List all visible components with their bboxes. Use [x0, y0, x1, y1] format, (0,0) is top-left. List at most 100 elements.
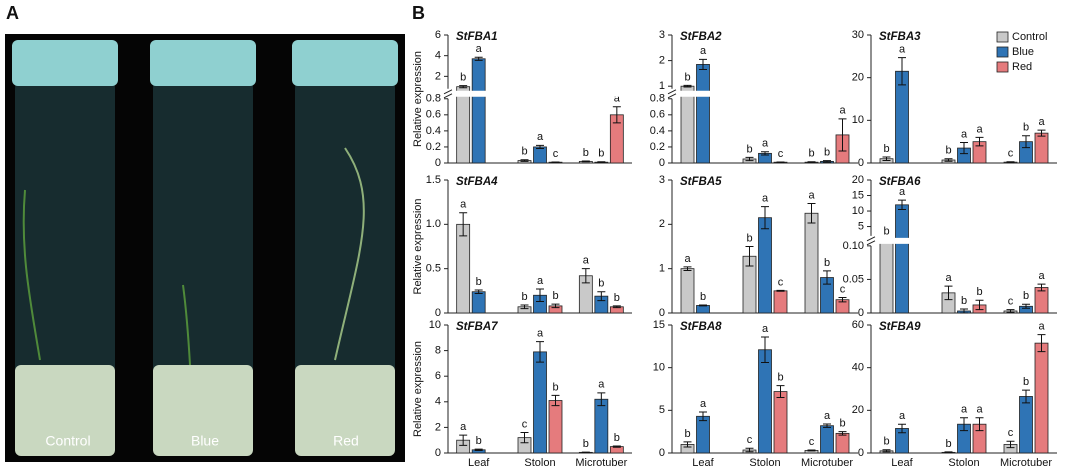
legend-label: Blue: [1012, 46, 1034, 58]
error-bar: [612, 106, 621, 124]
bar: [696, 64, 710, 164]
bar: [548, 400, 563, 454]
x-tick-label: Leaf: [468, 457, 490, 468]
legend-label: Control: [1012, 31, 1047, 43]
error-bar: [761, 206, 769, 230]
bar: [680, 268, 695, 314]
error-bar: [699, 411, 707, 422]
significance-letter: a: [945, 272, 952, 284]
y-tick-label: 0: [659, 447, 665, 459]
error-bar: [1006, 309, 1015, 313]
error-bar: [975, 417, 984, 432]
significance-letter: a: [460, 421, 467, 433]
bar: [758, 217, 772, 314]
bar: [1019, 396, 1033, 454]
error-bar: [1006, 440, 1015, 449]
error-bar: [581, 268, 590, 284]
error-bar: [776, 289, 785, 292]
y-tick-label: 20: [852, 72, 864, 84]
y-tick-label: 2: [435, 421, 441, 433]
bar: [773, 290, 788, 314]
y-axis-label: Relative expression: [412, 51, 424, 147]
error-bar: [960, 417, 968, 432]
y-tick-label: 0: [858, 447, 864, 459]
significance-letter: b: [976, 286, 982, 298]
significance-letter: b: [945, 438, 951, 450]
error-bar: [898, 199, 906, 210]
error-bar: [975, 299, 984, 311]
significance-letter: b: [883, 143, 889, 155]
significance-letter: b: [583, 438, 589, 450]
y-tick-label: 0: [858, 157, 864, 169]
y-tick-label: 5: [659, 404, 665, 416]
error-bar: [520, 159, 529, 162]
chart-title: StFBA6: [879, 176, 921, 188]
legend-label: Red: [1012, 61, 1032, 73]
y-tick-label: 0.6: [650, 109, 665, 121]
x-tick-label: Microtuber: [1000, 457, 1052, 468]
y-tick-label: 10: [429, 319, 441, 331]
axis-break-mark: [866, 236, 876, 246]
y-tick-label: 1.0: [426, 218, 441, 230]
error-bar: [581, 160, 590, 163]
y-tick-label: 30: [852, 29, 864, 41]
significance-letter: b: [1023, 122, 1029, 134]
error-bar: [597, 392, 606, 407]
chart-title: StFBA3: [879, 31, 921, 43]
y-tick-label: 3: [659, 174, 665, 186]
error-bar: [807, 202, 816, 224]
error-bar: [1022, 303, 1030, 309]
error-bar: [960, 142, 968, 155]
bar: [804, 212, 819, 314]
chart-title: StFBA5: [680, 176, 722, 188]
y-tick-label: 0: [858, 307, 864, 319]
significance-letter: b: [598, 148, 604, 160]
photo-label: Control: [45, 433, 90, 449]
significance-letter: c: [553, 148, 559, 160]
significance-letter: a: [476, 43, 483, 55]
bar: [820, 425, 834, 454]
y-tick-label: 0: [435, 157, 441, 169]
significance-letter: a: [537, 328, 544, 340]
error-bar: [745, 447, 754, 453]
x-tick-label: Stolon: [749, 457, 780, 468]
y-tick-label: 10: [852, 114, 864, 126]
y-tick-label: 0.10: [843, 240, 864, 252]
y-tick-label: 20: [852, 404, 864, 416]
y-tick-label: 1: [659, 263, 665, 275]
y-axis-label: Relative expression: [412, 341, 424, 437]
error-bar: [597, 161, 606, 164]
significance-letter: b: [961, 295, 967, 307]
error-bar: [1006, 161, 1015, 164]
bar: [471, 291, 486, 314]
x-tick-label: Microtuber: [801, 457, 853, 468]
bar: [680, 85, 695, 164]
error-bar: [551, 303, 560, 309]
significance-letter: b: [808, 148, 814, 160]
significance-letter: b: [598, 278, 604, 290]
significance-letter: b: [824, 146, 830, 158]
bar: [456, 86, 471, 164]
y-tick-label: 15: [653, 319, 665, 331]
error-bar: [520, 304, 529, 310]
photo-label: Red: [333, 433, 359, 449]
legend-swatch: [996, 31, 1009, 43]
error-bar: [761, 151, 769, 156]
tube: [12, 40, 118, 456]
y-tick-label: 0.4: [426, 125, 441, 137]
error-bar: [960, 308, 968, 314]
error-bar: [459, 434, 468, 446]
bar: [1034, 342, 1049, 454]
error-bar: [823, 423, 831, 428]
significance-letter: a: [762, 323, 769, 335]
y-tick-label: 0.8: [650, 93, 665, 105]
significance-letter: b: [552, 381, 558, 393]
significance-letter: b: [614, 292, 620, 304]
y-tick-label: 0: [659, 157, 665, 169]
significance-letter: b: [684, 428, 690, 440]
y-tick-label: 8: [435, 345, 441, 357]
significance-letter: a: [537, 275, 544, 287]
y-tick-label: 2: [435, 70, 441, 82]
error-bar: [1037, 129, 1046, 137]
